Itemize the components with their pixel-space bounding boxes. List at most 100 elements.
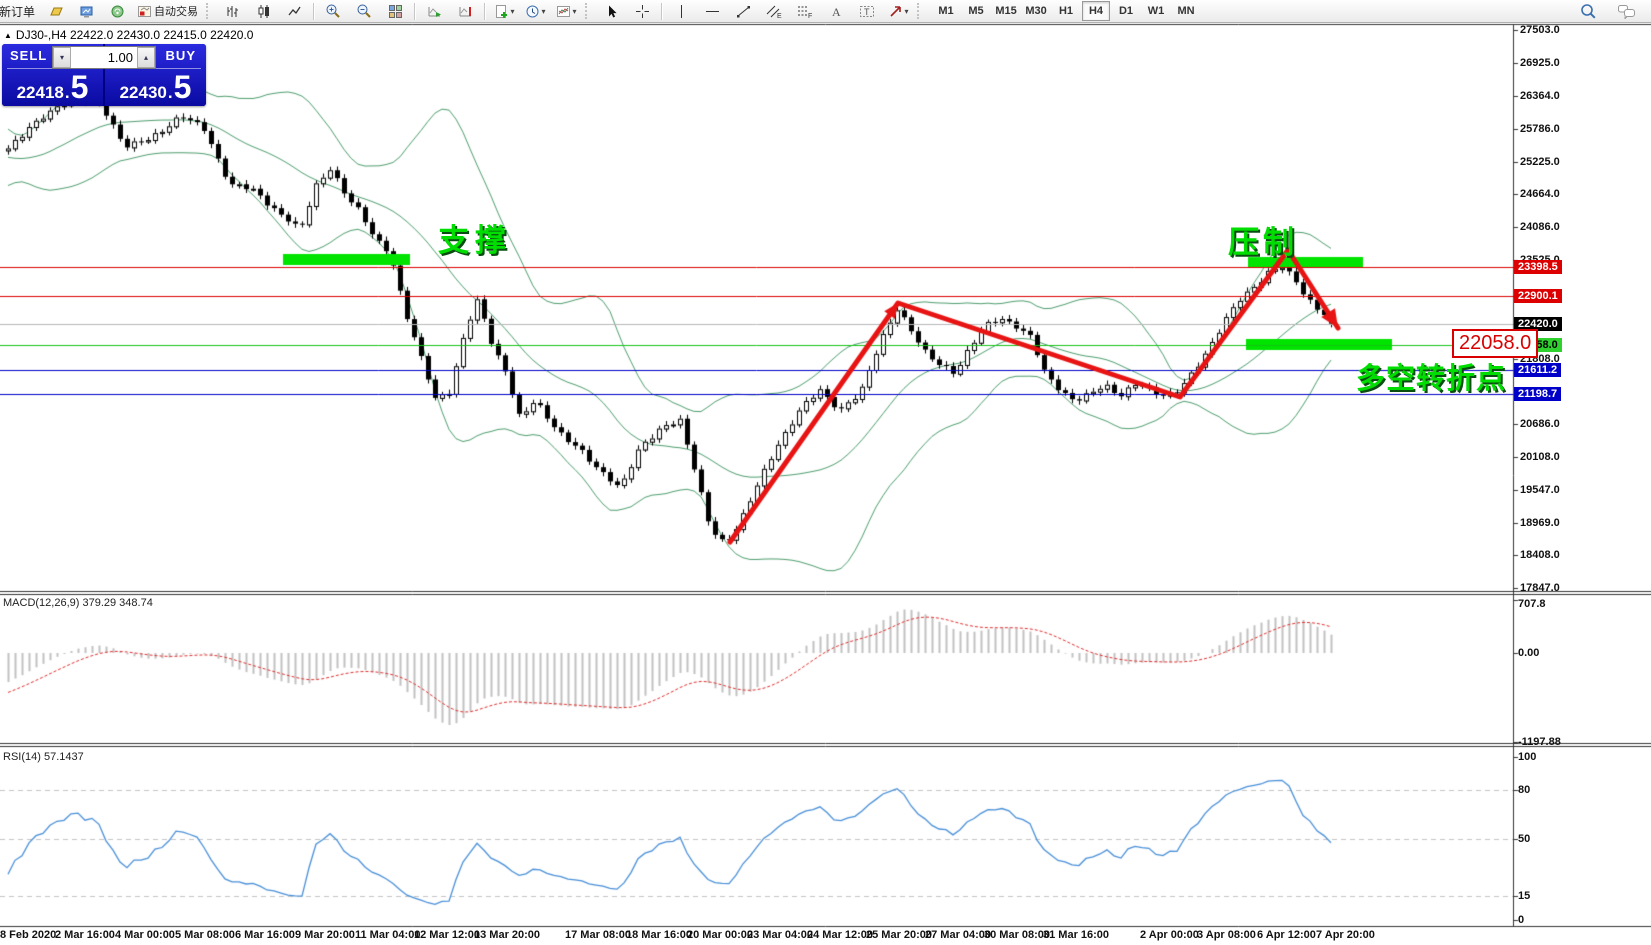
- support-annotation: 支撑: [438, 223, 512, 258]
- time-axis-label: 18 Mar 16:00: [626, 929, 693, 941]
- toolbar-grip: [585, 3, 592, 19]
- candlestick-chart-icon[interactable]: [248, 0, 278, 22]
- time-axis-label: 11 Mar 04:00: [355, 929, 421, 941]
- price-axis-tick: 26925.0: [1520, 57, 1560, 70]
- equidistant-channel-icon[interactable]: E: [759, 0, 789, 22]
- macd-indicator-label: MACD(12,26,9) 379.29 348.74: [3, 597, 153, 609]
- community-icon[interactable]: [102, 0, 132, 22]
- sell-price-main: 22418: [16, 83, 64, 102]
- symbol-marker-icon: ▲: [4, 30, 12, 40]
- svg-text:E: E: [777, 13, 782, 19]
- zoom-out-icon[interactable]: [349, 0, 379, 22]
- macd-axis-tick: -1197.88: [1518, 736, 1561, 748]
- rsi-indicator-label: RSI(14) 57.1437: [3, 751, 84, 763]
- auto-scroll-icon[interactable]: [419, 0, 449, 22]
- chart-title-text: DJ30-,H4 22422.0 22430.0 22415.0 22420.0: [15, 28, 254, 42]
- rsi-axis-tick: 0: [1518, 914, 1525, 926]
- timeframe-button-m30[interactable]: M30: [1025, 5, 1047, 17]
- price-axis-price-label: 22420.0: [1514, 316, 1562, 331]
- price-axis-price-label: 23398.5: [1514, 260, 1562, 275]
- price-axis-price-label: 21198.7: [1514, 387, 1562, 402]
- one-click-trading-panel: SELL 22418. 5 BUY 22430. 5 ▾ 1.00 ▴: [2, 44, 206, 106]
- time-axis-label: 23 Mar 04:00: [747, 929, 814, 941]
- templates-button[interactable]: ▾: [551, 0, 581, 22]
- buy-price-frac: 5: [173, 69, 192, 105]
- search-icon[interactable]: [1573, 0, 1603, 22]
- macd-axis-tick: 0.00: [1518, 647, 1540, 659]
- buy-price-main: 22430: [119, 83, 167, 102]
- add-indicator-icon: [495, 4, 507, 18]
- price-axis-tick: 18408.0: [1520, 549, 1560, 562]
- bar-chart-icon[interactable]: [217, 0, 247, 22]
- horizontal-line-icon[interactable]: [697, 0, 727, 22]
- price-axis-tick: 19547.0: [1520, 483, 1560, 496]
- crosshair-icon[interactable]: [627, 0, 657, 22]
- text-label-icon[interactable]: T: [852, 0, 882, 22]
- time-axis-label: 6 Apr 12:00: [1257, 929, 1316, 941]
- timeframe-button-m5[interactable]: M5: [968, 5, 984, 17]
- fibonacci-icon[interactable]: F: [790, 0, 820, 22]
- vertical-line-icon[interactable]: [666, 0, 696, 22]
- lot-increase-button[interactable]: ▴: [137, 47, 155, 68]
- timeframe-button-mn[interactable]: MN: [1177, 5, 1195, 17]
- price-axis-tick: 17847.0: [1520, 581, 1560, 594]
- price-axis-tick: 24086.0: [1520, 221, 1560, 234]
- new-order-label: 新订单: [0, 4, 36, 19]
- time-axis-label: 9 Mar 20:00: [295, 929, 355, 941]
- timeframe-button-h1[interactable]: H1: [1058, 5, 1074, 17]
- timeframe-button-m1[interactable]: M1: [938, 5, 954, 17]
- zoom-in-icon[interactable]: [318, 0, 348, 22]
- time-axis-label: 13 Mar 20:00: [474, 929, 541, 941]
- trendline-icon[interactable]: [728, 0, 758, 22]
- time-axis-label: 12 Mar 12:00: [414, 929, 481, 941]
- toolbar-grip: [206, 3, 213, 19]
- time-axis-label: 30 Mar 08:00: [984, 929, 1051, 941]
- time-axis-label: 3 Apr 08:00: [1197, 929, 1256, 941]
- price-axis-tick: 20108.0: [1520, 451, 1560, 464]
- toolbar-right-group: [1573, 0, 1649, 22]
- timeframe-button-d1[interactable]: D1: [1118, 5, 1134, 17]
- add-indicator-button[interactable]: ▾: [489, 0, 519, 22]
- svg-text:T: T: [864, 7, 870, 17]
- price-axis-tick: 25786.0: [1520, 123, 1560, 136]
- price-axis-tick: 27503.0: [1520, 24, 1560, 36]
- time-axis-label: 7 Apr 20:00: [1316, 929, 1375, 941]
- rsi-axis-tick: 15: [1518, 889, 1531, 902]
- lot-size-input[interactable]: 1.00: [107, 50, 133, 65]
- toolbar-separator: [484, 2, 486, 20]
- timeframe-button-w1[interactable]: W1: [1147, 5, 1165, 17]
- toolbar: 新订单 自动交易 ▾ ▾ ▾ E F A T ▾: [0, 0, 1651, 23]
- text-icon[interactable]: A: [821, 0, 851, 22]
- line-chart-icon[interactable]: [279, 0, 309, 22]
- toolbar-separator: [313, 2, 315, 20]
- timeframe-toolbar: M1 M5 M15 M30 H1 H4 D1 W1 MN: [932, 1, 1200, 21]
- sell-price-frac: 5: [70, 69, 89, 105]
- resistance-annotation: 压制: [1228, 225, 1298, 260]
- new-order-button[interactable]: 新订单: [0, 0, 39, 22]
- rsi-axis-tick: 100: [1518, 751, 1537, 763]
- time-axis-label: 2 Apr 00:00: [1140, 929, 1199, 941]
- price-axis-tick: 25225.0: [1520, 155, 1560, 168]
- arrows-button[interactable]: ▾: [883, 0, 913, 22]
- chat-icon[interactable]: [1611, 0, 1641, 22]
- cursor-icon[interactable]: [596, 0, 626, 22]
- timeframe-button-m15[interactable]: M15: [995, 5, 1017, 17]
- autotrade-button[interactable]: 自动交易: [133, 0, 202, 22]
- terminal-icon[interactable]: [71, 0, 101, 22]
- time-axis-label: 2 Mar 16:00: [55, 929, 115, 941]
- time-axis-label: 5 Mar 08:00: [175, 929, 235, 941]
- time-axis-label: 27 Mar 04:00: [925, 929, 992, 941]
- tile-windows-icon[interactable]: [380, 0, 410, 22]
- periods-button[interactable]: ▾: [520, 0, 550, 22]
- time-axis-label: 25 Mar 20:00: [866, 929, 933, 941]
- timeframe-button-h4[interactable]: H4: [1082, 1, 1111, 21]
- chart-shift-icon[interactable]: [450, 0, 480, 22]
- time-axis-label: 17 Mar 08:00: [565, 929, 632, 941]
- time-axis-label: 20 Mar 00:00: [687, 929, 754, 941]
- toolbar-separator: [414, 2, 416, 20]
- price-tag-box: 22058.0: [1452, 329, 1539, 358]
- lot-decrease-button[interactable]: ▾: [53, 47, 71, 68]
- metaeditor-icon[interactable]: [40, 0, 70, 22]
